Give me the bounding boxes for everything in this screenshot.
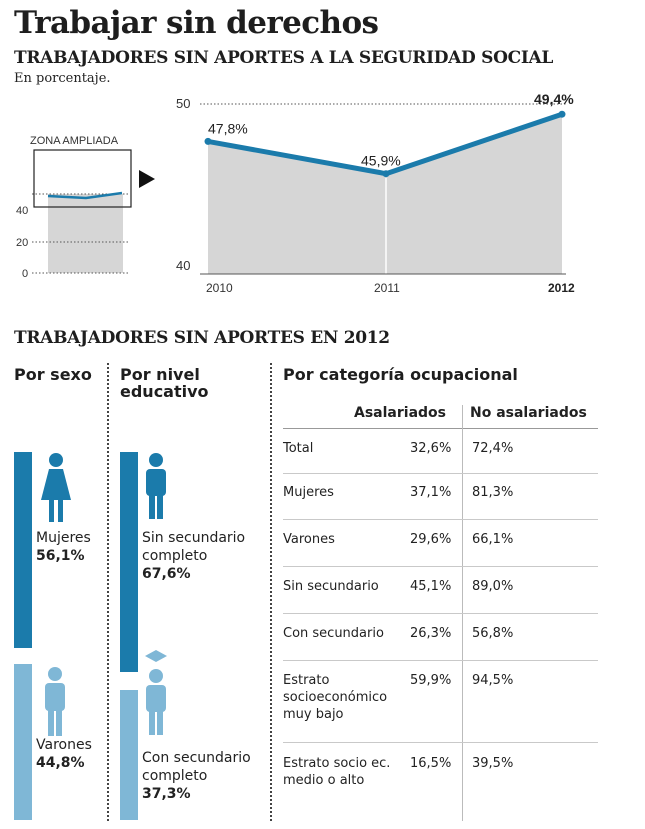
no-asalariados-value: 94,5%	[472, 673, 514, 688]
zoom-box	[33, 149, 132, 208]
asalariados-value: 59,9%	[410, 673, 452, 688]
inset-y-tick: 40	[16, 205, 28, 217]
page-title: Trabajar sin derechos	[14, 5, 379, 41]
x-tick-label: 2010	[206, 281, 233, 295]
table-row-label: Total	[283, 441, 314, 456]
table-row-divider	[283, 742, 598, 743]
no-asalariados-value: 89,0%	[472, 579, 514, 594]
graduate-icon	[145, 650, 167, 735]
data-point	[204, 137, 212, 145]
table-row-label: Estrato socio ec.	[283, 756, 391, 771]
table-row-label: Sin secundario	[283, 579, 379, 594]
column-divider	[107, 363, 109, 821]
y-tick-label: 40	[176, 258, 190, 273]
column-divider	[270, 363, 272, 821]
data-label: 49,4%	[534, 91, 574, 107]
data-point	[382, 170, 390, 178]
table-header-rule	[283, 428, 598, 429]
table-row-label: Varones	[283, 532, 335, 547]
student-icon	[146, 453, 166, 519]
section-title: TRABAJADORES SIN APORTES EN 2012	[14, 328, 390, 348]
table-row-divider	[283, 519, 598, 520]
table-header-asalariados: Asalariados	[354, 405, 446, 421]
varones-label: Varones	[36, 737, 92, 753]
female-person-icon	[41, 453, 71, 522]
inset-y-tick: 20	[16, 237, 28, 249]
por-categoria-heading: Por categoría ocupacional	[283, 365, 518, 384]
area-fill	[208, 114, 562, 274]
line-chart: 40 20 0 ZONA AMPLIADA 50 40 47,8% 45,9% …	[16, 91, 575, 295]
mujeres-value: 56,1%	[36, 548, 85, 564]
sin-secundario-label: Sin secundario	[142, 530, 246, 546]
no-asalariados-value: 39,5%	[472, 756, 514, 771]
asalariados-value: 37,1%	[410, 485, 452, 500]
data-label: 47,8%	[208, 120, 248, 136]
table-row-label: muy bajo	[283, 707, 344, 722]
table-row-divider	[283, 613, 598, 614]
por-nivel-heading: Por nivel	[120, 365, 200, 384]
sin-secundario-value: 67,6%	[142, 566, 191, 582]
asalariados-value: 32,6%	[410, 441, 452, 456]
no-asalariados-value: 66,1%	[472, 532, 514, 547]
inset-series-line	[47, 191, 123, 200]
con-secundario-value: 37,3%	[142, 786, 191, 802]
table-header-no-asalariados: No asalariados	[470, 405, 587, 421]
no-asalariados-value: 56,8%	[472, 626, 514, 641]
con-secundario-label: Con secundario	[142, 750, 251, 766]
table-row-label: medio o alto	[283, 773, 365, 788]
mujeres-label: Mujeres	[36, 530, 91, 546]
asalariados-value: 16,5%	[410, 756, 452, 771]
data-label: 45,9%	[361, 153, 401, 169]
data-point	[558, 110, 566, 118]
male-person-icon	[45, 667, 65, 736]
varones-bar	[14, 664, 32, 820]
sin-secundario-label: completo	[142, 548, 208, 564]
inset-chart: 40 20 0 ZONA AMPLIADA	[16, 135, 155, 280]
asalariados-value: 45,1%	[410, 579, 452, 594]
table-row-divider	[283, 473, 598, 474]
chart-subtitle: TRABAJADORES SIN APORTES A LA SEGURIDAD …	[14, 48, 554, 68]
inset-area	[48, 194, 123, 273]
por-nivel-heading: educativo	[120, 382, 209, 401]
varones-value: 44,8%	[36, 755, 85, 771]
asalariados-value: 29,6%	[410, 532, 452, 547]
table-row-label: Con secundario	[283, 626, 384, 641]
y-tick-label: 50	[176, 96, 190, 111]
no-asalariados-value: 72,4%	[472, 441, 514, 456]
inset-label: ZONA AMPLIADA	[30, 135, 119, 147]
asalariados-value: 26,3%	[410, 626, 452, 641]
inset-y-tick: 0	[22, 268, 28, 280]
main-chart: 50 40 47,8% 45,9% 49,4% 2010 2011 2012	[176, 91, 575, 295]
x-tick-label: 2011	[374, 281, 400, 295]
con-secundario-bar	[120, 690, 138, 820]
mujeres-bar	[14, 452, 32, 648]
table-row-label: socioeconómico	[283, 690, 388, 705]
por-sexo-heading: Por sexo	[14, 365, 92, 384]
no-asalariados-value: 81,3%	[472, 485, 514, 500]
table-row-label: Estrato	[283, 673, 330, 688]
unit-note: En porcentaje.	[14, 71, 111, 86]
table-row-label: Mujeres	[283, 485, 334, 500]
table-row-divider	[283, 660, 598, 661]
table-row-divider	[283, 566, 598, 567]
x-tick-label: 2012	[548, 281, 575, 295]
sin-secundario-bar	[120, 452, 138, 672]
con-secundario-label: completo	[142, 768, 208, 784]
arrow-right-icon	[139, 170, 155, 188]
